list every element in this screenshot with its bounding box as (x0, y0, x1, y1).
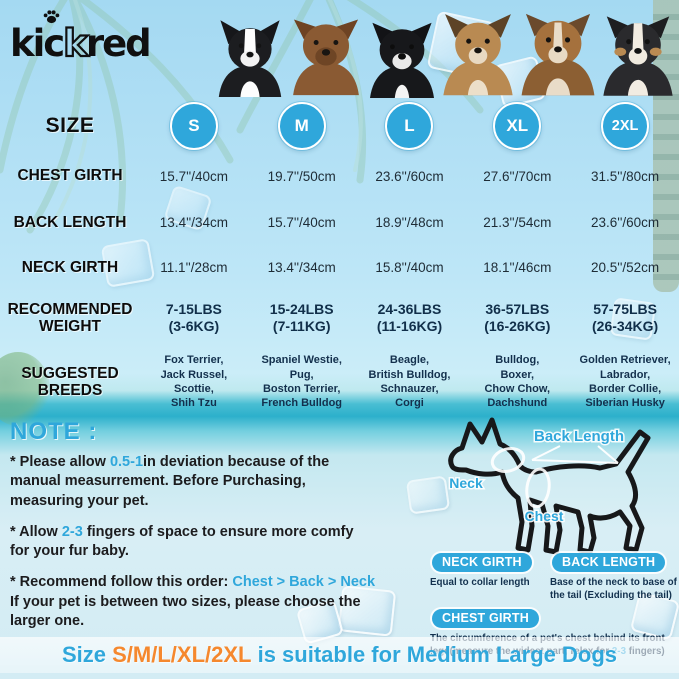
table-cell: 36-57LBS (16-26KG) (484, 301, 551, 334)
logo-letter: k (62, 21, 89, 66)
table-row-label: NECK GIRTH (21, 258, 119, 276)
size-header-row: SIZE S M L XL 2XL (0, 100, 679, 152)
table-cell: 15.8''/40cm (375, 260, 444, 275)
neck-girth-desc: Equal to collar length (430, 577, 530, 588)
footer-banner: Size S/M/L/XL/2XL is suitable for Medium… (0, 637, 679, 673)
table-row-neck-girth: NECK GIRTH 11.1''/28cm 13.4''/34cm 15.8'… (0, 245, 679, 290)
table-cell: 13.4''/34cm (159, 215, 228, 230)
table-cell: 20.5''/52cm (590, 260, 660, 275)
size-badge-m: M (277, 102, 326, 150)
table-row-label: CHEST GIRTH (17, 167, 123, 185)
diagram-neck-label: Neck (449, 475, 483, 491)
size-badge-xl: XL (493, 102, 542, 150)
note-text: fingers of space to ensure more comfy fo… (10, 523, 354, 560)
note-section: NOTE : * Please allow 0.5-1in deviation … (10, 418, 440, 643)
note-highlight: 2-3 (61, 523, 83, 540)
paw-icon (43, 10, 60, 24)
table-cell: 23.6''/60cm (375, 168, 444, 184)
note-highlight: Chest > Back > Neck (232, 574, 376, 591)
note-item: * Recommend follow this order: Chest > B… (10, 573, 440, 631)
size-column-header: SIZE (45, 114, 95, 137)
logo-letter: c (43, 22, 65, 65)
back-length-badge: BACK LENGTH (552, 553, 666, 572)
table-cell: 13.4''/34cm (267, 260, 336, 275)
diagram-chest-label: Chest (525, 508, 564, 524)
size-badge-s: S (169, 102, 218, 150)
table-row-recommended-weight: RECOMMENDED WEIGHT 7-15LBS (3-6KG) 15-24… (0, 290, 679, 346)
back-length-desc: Base of the neck to base of the tail (Ex… (550, 577, 677, 601)
table-cell: 15.7''/40cm (267, 215, 336, 230)
table-cell: 18.1''/46cm (483, 260, 552, 275)
diagram-back-length-label: Back Length (534, 428, 624, 445)
size-badge-l: L (385, 102, 434, 150)
table-cell: 19.7''/50cm (267, 168, 336, 184)
dog-photo-australian-shepherd (603, 16, 673, 96)
note-text: * Recommend follow this order: (10, 574, 233, 591)
note-text: If your pet is between two sizes, please… (10, 593, 361, 629)
table-row-back-length: BACK LENGTH 13.4''/34cm 15.7''/40cm 18.9… (0, 200, 679, 245)
brand-logo: kickred (10, 10, 152, 66)
table-row-label: SUGGESTED BREEDS (21, 364, 119, 399)
note-text: in deviation because of the manual measu… (10, 454, 330, 509)
footer-text: is suitable for Medium Large Dogs (251, 642, 617, 667)
note-item: * Allow 2-3 fingers of space to ensure m… (10, 523, 440, 562)
dog-photo-sheltie (443, 14, 514, 96)
table-cell: 21.3''/54cm (483, 215, 552, 230)
logo-letter: i (32, 22, 46, 65)
dog-photo-staffordshire-brown (292, 19, 359, 96)
logo-letter: red (85, 22, 152, 65)
dog-photos-row (214, 4, 676, 101)
footer-text: Size (61, 642, 113, 667)
footer-sizes-text: S/M/L/XL/2XL (112, 642, 252, 667)
table-cell: 31.5''/80cm (590, 168, 660, 184)
note-text: * Please allow (10, 454, 110, 470)
chest-girth-badge: CHEST GIRTH (432, 608, 539, 628)
measurement-diagram: Back Length Neck Chest (448, 417, 651, 555)
table-cell: Golden Retriever, Labrador, Border Colli… (579, 354, 671, 410)
table-cell: 23.6''/60cm (590, 215, 660, 230)
table-cell: Spaniel Westie, Pug, Boston Terrier, Fre… (261, 354, 343, 410)
dog-photo-rough-collie (521, 13, 595, 96)
table-cell: 27.6''/70cm (483, 168, 552, 184)
logo-letter: k (10, 22, 35, 65)
dog-photo-border-collie (218, 20, 282, 97)
table-row-label: RECOMMENDED WEIGHT (7, 300, 133, 335)
table-cell: Fox Terrier, Jack Russel, Scottie, Shih … (160, 354, 228, 410)
dog-photo-staffordshire-black (369, 22, 434, 98)
table-cell: Bulldog, Boxer, Chow Chow, Dachshund (484, 354, 551, 410)
size-badge-2xl: 2XL (601, 102, 650, 150)
neck-girth-badge: NECK GIRTH (432, 553, 532, 572)
note-text: * Allow (10, 523, 62, 540)
table-row-chest-girth: CHEST GIRTH 15.7''/40cm 19.7''/50cm 23.6… (0, 152, 679, 200)
table-cell: 7-15LBS (3-6KG) (165, 301, 222, 334)
table-cell: 15.7''/40cm (159, 168, 228, 184)
table-row-label: BACK LENGTH (13, 213, 127, 231)
note-highlight: 0.5-1 (109, 454, 144, 470)
table-cell: 15-24LBS (7-11KG) (269, 301, 334, 334)
table-cell: 11.1''/28cm (160, 260, 228, 275)
table-cell: Beagle, British Bulldog, Schnauzer, Corg… (368, 354, 451, 410)
table-row-suggested-breeds: SUGGESTED BREEDS Fox Terrier, Jack Russe… (0, 346, 679, 418)
note-item: * Please allow 0.5-1in deviation because… (10, 453, 440, 511)
table-cell: 24-36LBS (11-16KG) (376, 301, 443, 334)
table-cell: 18.9''/48cm (375, 215, 444, 230)
foliage-decoration (0, 352, 50, 426)
note-title: NOTE : (10, 418, 98, 445)
table-cell: 57-75LBS (26-34KG) (592, 301, 659, 334)
